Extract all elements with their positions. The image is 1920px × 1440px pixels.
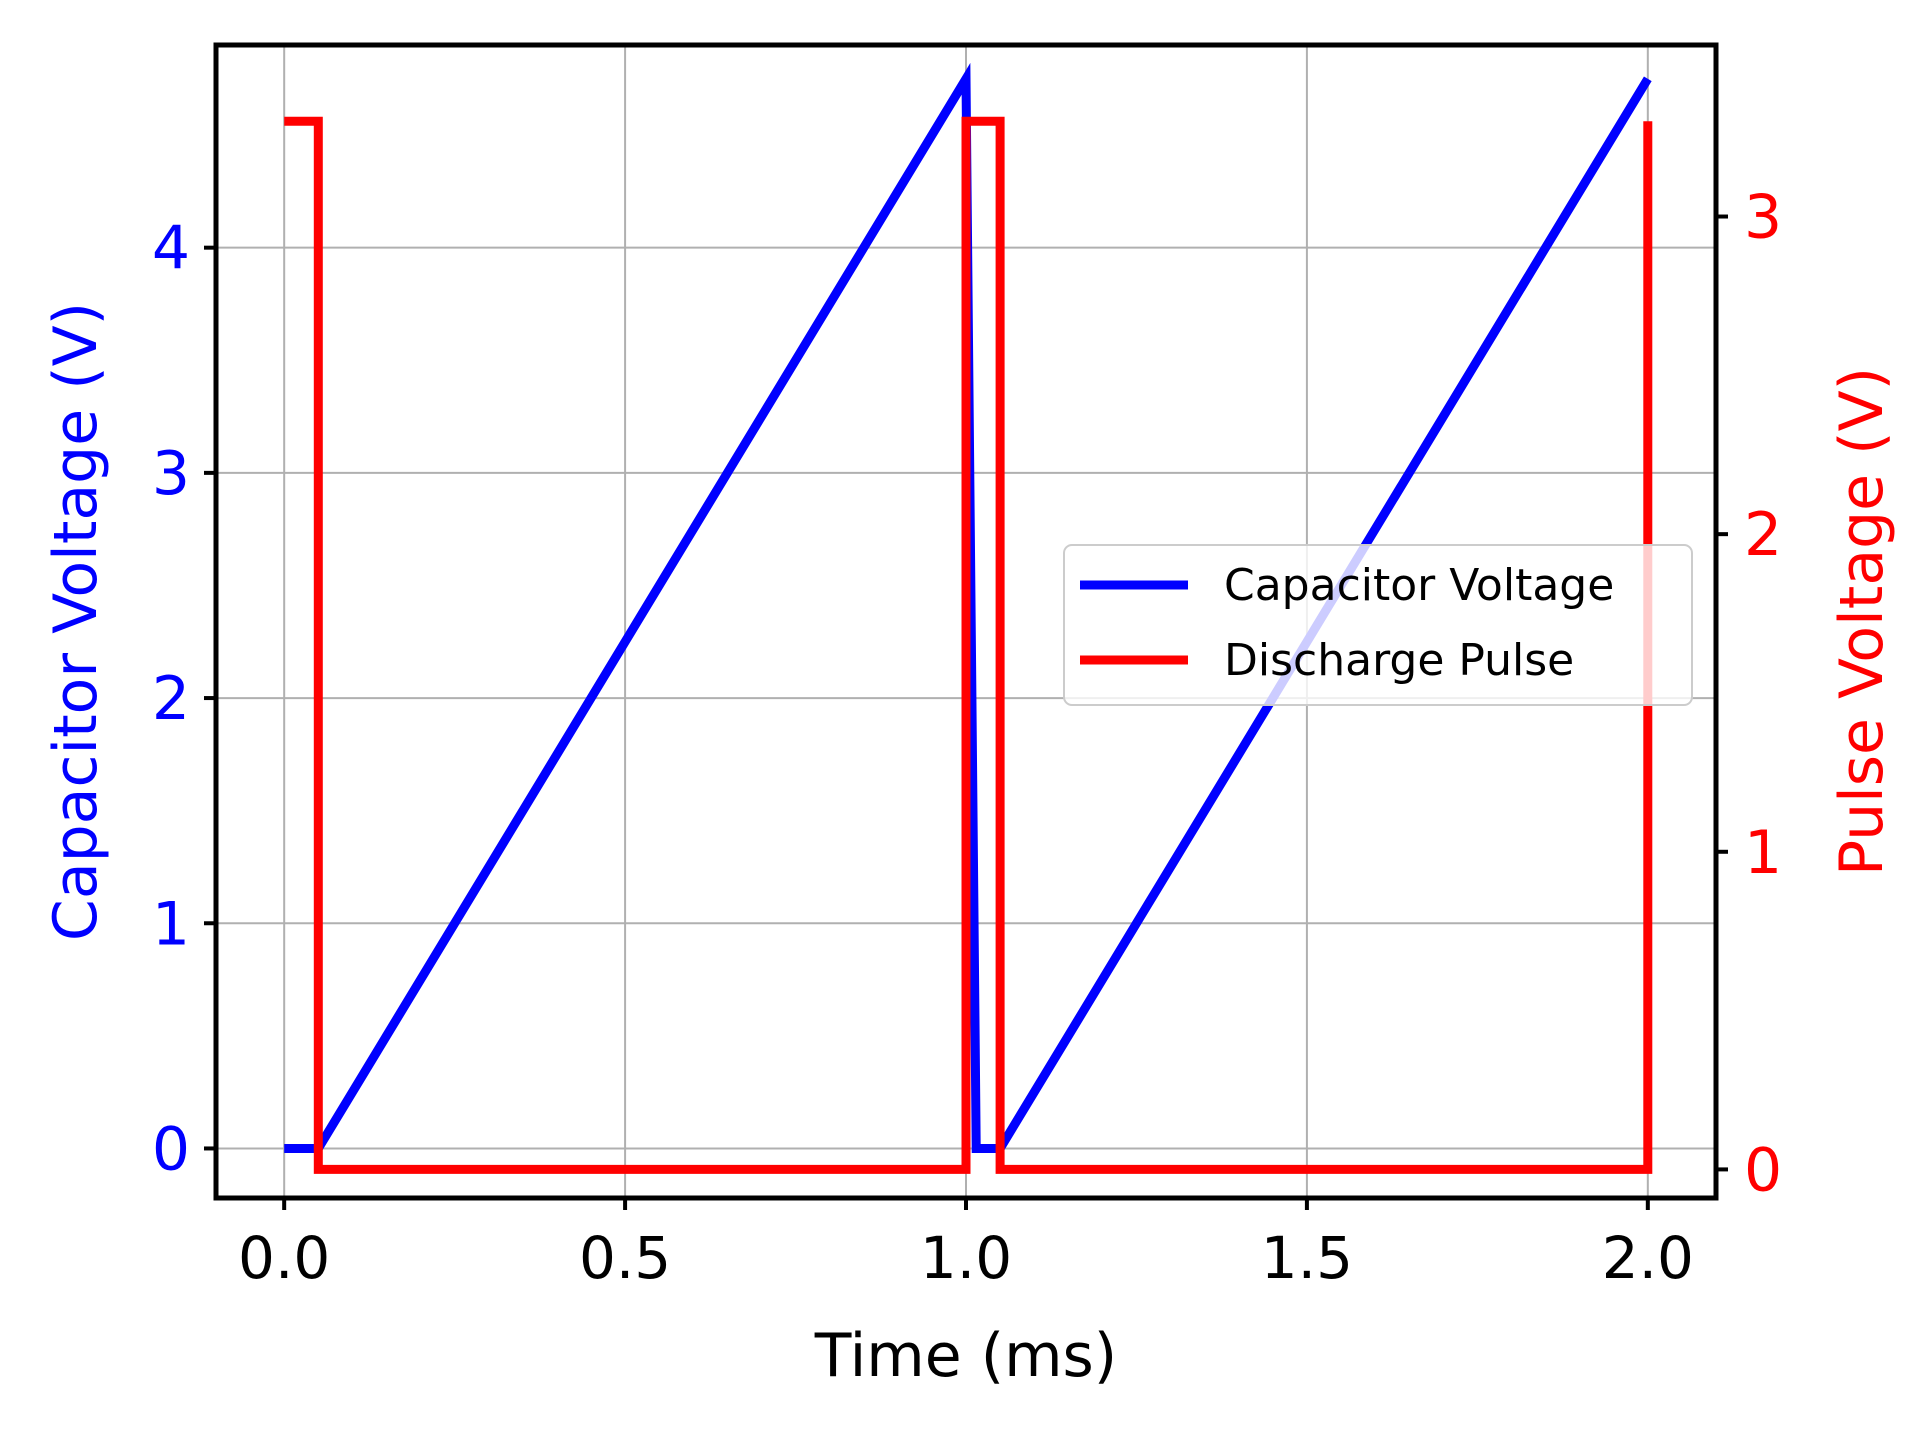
y-right-tick-label-1: 1 — [1744, 818, 1782, 888]
ticks-layer: 0.0 0.5 1.0 1.5 2.0 0 1 2 3 4 0 1 2 3 — [152, 183, 1782, 1292]
y-left-tick-label-3: 3 — [152, 439, 190, 509]
series-line-0 — [284, 62, 1652, 1153]
x-tick-label-2: 1.0 — [920, 1224, 1012, 1292]
x-axis-label: Time (ms) — [814, 1321, 1117, 1391]
y-left-tick-label-4: 4 — [152, 214, 190, 284]
series-layer — [284, 62, 1653, 1174]
y-right-tick-label-3: 3 — [1744, 183, 1782, 253]
legend-box — [1063, 544, 1693, 706]
legend-label-0: Capacitor Voltage — [1224, 560, 1614, 611]
x-tick-label-0: 0.0 — [238, 1224, 330, 1292]
y-right-tick-label-0: 0 — [1744, 1135, 1782, 1205]
y-axis-right-label: Pulse Voltage (V) — [1827, 367, 1897, 876]
y-axis-left-label: Capacitor Voltage (V) — [41, 302, 111, 941]
y-left-tick-label-1: 1 — [152, 889, 190, 959]
legend-label-1: Discharge Pulse — [1224, 635, 1574, 686]
legend: Capacitor Voltage Discharge Pulse — [1063, 544, 1693, 706]
y-left-tick-label-2: 2 — [152, 664, 190, 734]
y-left-tick-label-0: 0 — [152, 1114, 190, 1184]
x-tick-label-4: 2.0 — [1602, 1224, 1694, 1292]
y-right-tick-label-2: 2 — [1744, 500, 1782, 570]
x-tick-label-1: 0.5 — [579, 1224, 671, 1292]
series-line-1 — [284, 116, 1653, 1174]
x-tick-label-3: 1.5 — [1261, 1224, 1353, 1292]
